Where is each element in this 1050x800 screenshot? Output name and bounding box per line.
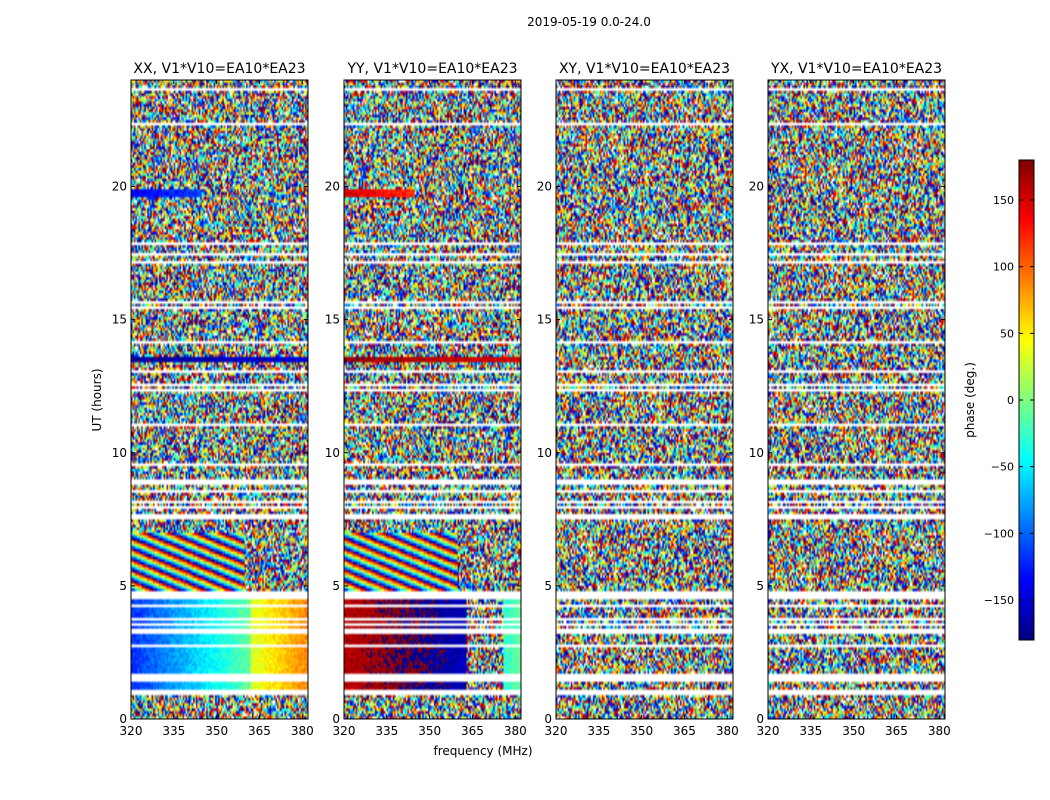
axes-frame	[555, 79, 734, 720]
axes-frame	[343, 79, 522, 720]
panel-title: XX, V1*V10=EA10*EA23	[133, 61, 305, 77]
x-tick-label: 320	[545, 724, 568, 738]
x-tick-label: 365	[248, 724, 271, 738]
y-tick-label: 10	[112, 446, 127, 460]
x-tick-label: 365	[461, 724, 484, 738]
y-tick-label: 5	[332, 579, 340, 593]
heatmap-image	[131, 80, 308, 719]
x-tick-label: 350	[842, 724, 865, 738]
x-tick-label: 320	[333, 724, 356, 738]
y-tick-label: 20	[537, 180, 552, 194]
y-tick-label: 20	[112, 180, 127, 194]
colorbar-tick-label: 50	[1000, 327, 1014, 340]
y-tick-label: 0	[119, 712, 127, 726]
colorbar-tick-label: 100	[993, 261, 1014, 274]
x-tick-label: 320	[120, 724, 143, 738]
x-tick-label: 365	[885, 724, 908, 738]
x-tick-label: 380	[291, 724, 314, 738]
y-tick-label: 10	[537, 446, 552, 460]
x-tick-label: 350	[205, 724, 228, 738]
y-tick-label: 0	[544, 712, 552, 726]
panels: XX, V1*V10=EA10*EA23 320 335 350 365 380 0 5 10 1…	[112, 61, 951, 738]
panel-yy: YY, V1*V10=EA10*EA23 320 335 350 365 380 0 5 10 1…	[325, 61, 527, 738]
y-tick-label: 10	[749, 446, 764, 460]
y-tick-label: 15	[749, 313, 764, 327]
panel-yx: YX, V1*V10=EA10*EA23 320 335 350 365 380 0 5 10 1…	[749, 61, 951, 738]
panel-title: YX, V1*V10=EA10*EA23	[770, 61, 942, 77]
panel-title: YY, V1*V10=EA10*EA23	[346, 61, 517, 77]
x-tick-label: 335	[587, 724, 610, 738]
colorbar-label: phase (deg.)	[963, 362, 977, 438]
y-axis-label: UT (hours)	[90, 368, 104, 431]
panel-xy: XY, V1*V10=EA10*EA23 320 335 350 365 380 0 5 10 1…	[537, 61, 739, 738]
x-tick-label: 320	[757, 724, 780, 738]
figure-suptitle: 2019-05-19 0.0-24.0	[527, 15, 651, 29]
y-tick-label: 5	[756, 579, 764, 593]
colorbar-tick-label: −150	[984, 594, 1014, 607]
y-tick-label: 15	[537, 313, 552, 327]
y-tick-label: 5	[544, 579, 552, 593]
colorbar-tick-label: 0	[1007, 394, 1014, 407]
x-tick-label: 335	[799, 724, 822, 738]
x-tick-label: 350	[630, 724, 653, 738]
x-tick-label: 365	[673, 724, 696, 738]
x-tick-label: 350	[418, 724, 441, 738]
x-tick-label: 380	[928, 724, 951, 738]
y-tick-label: 15	[325, 313, 340, 327]
heatmap-image	[556, 80, 733, 719]
heatmap-image	[344, 80, 521, 719]
colorbar-tick-label: −100	[984, 527, 1014, 540]
x-tick-label: 380	[504, 724, 527, 738]
y-tick-label: 10	[325, 446, 340, 460]
y-tick-label: 5	[119, 579, 127, 593]
colorbar-tick-label: −50	[991, 461, 1014, 474]
x-axis-label: frequency (MHz)	[433, 744, 532, 758]
y-tick-label: 0	[332, 712, 340, 726]
y-tick-label: 15	[112, 313, 127, 327]
x-tick-label: 380	[716, 724, 739, 738]
axes-frame	[767, 79, 946, 720]
y-tick-label: 20	[325, 180, 340, 194]
x-tick-label: 335	[162, 724, 185, 738]
panel-xx: XX, V1*V10=EA10*EA23 320 335 350 365 380 0 5 10 1…	[112, 61, 314, 738]
y-tick-label: 0	[756, 712, 764, 726]
colorbar: 150 100 50 0 −50 −100 −150	[984, 159, 1035, 641]
y-tick-label: 20	[749, 180, 764, 194]
colorbar-tick-label: 150	[993, 194, 1014, 207]
x-tick-label: 335	[375, 724, 398, 738]
axes-frame	[130, 79, 309, 720]
panel-title: XY, V1*V10=EA10*EA23	[559, 61, 730, 77]
heatmap-image	[768, 80, 945, 719]
